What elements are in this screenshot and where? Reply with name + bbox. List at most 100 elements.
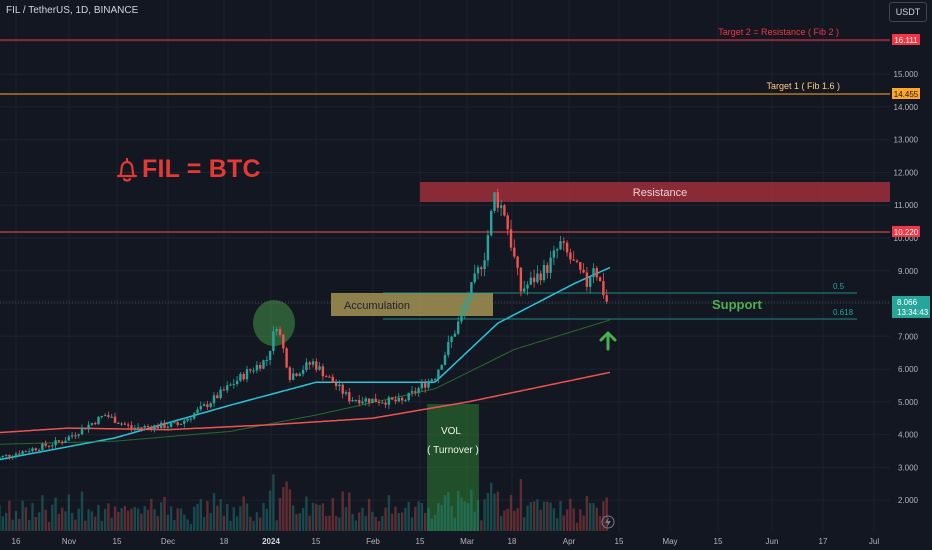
accumulation-zone[interactable] bbox=[331, 293, 493, 316]
volume-bar bbox=[602, 501, 605, 531]
volume-bar bbox=[186, 519, 189, 531]
candle-body bbox=[133, 427, 136, 429]
candle-body bbox=[31, 448, 34, 452]
candle-body bbox=[305, 362, 308, 370]
candle-body bbox=[579, 262, 582, 270]
volume-bar bbox=[351, 513, 354, 531]
up-arrow-icon[interactable] bbox=[599, 331, 617, 351]
candle-body bbox=[11, 456, 14, 458]
candle-body bbox=[41, 443, 44, 450]
resistance-tag-text: 10.220 bbox=[894, 228, 919, 237]
vol-label: VOL bbox=[441, 426, 461, 437]
candle-body bbox=[410, 391, 414, 393]
volume-bar bbox=[440, 505, 443, 531]
bell-icon bbox=[116, 157, 138, 182]
candle-body bbox=[523, 288, 526, 292]
volume-bar bbox=[166, 514, 169, 531]
volume-bar bbox=[160, 502, 163, 531]
ma-mid-line[interactable] bbox=[0, 319, 611, 445]
candle-body bbox=[64, 440, 67, 443]
ma-slow-line[interactable] bbox=[0, 371, 611, 434]
volume-highlight-zone[interactable] bbox=[427, 404, 479, 531]
volume-bar bbox=[47, 521, 51, 531]
x-tick-label: Apr bbox=[563, 537, 576, 546]
candle-body bbox=[282, 334, 285, 349]
candle-body bbox=[453, 333, 457, 337]
volume-bar bbox=[420, 502, 424, 531]
lightning-icon[interactable] bbox=[601, 515, 615, 529]
candle-body bbox=[232, 384, 235, 386]
volume-bar bbox=[400, 512, 404, 531]
volume-bar bbox=[374, 516, 377, 531]
candle-body bbox=[562, 241, 565, 243]
candle-body bbox=[381, 402, 384, 404]
volume-bar bbox=[509, 494, 513, 531]
candle-body bbox=[602, 281, 605, 296]
volume-bar bbox=[410, 517, 414, 531]
candle-body bbox=[519, 267, 523, 292]
candle-body bbox=[189, 418, 193, 420]
candle-body bbox=[483, 260, 486, 270]
volume-bar bbox=[391, 513, 394, 531]
resistance-zone[interactable] bbox=[420, 182, 890, 202]
volume-bar bbox=[113, 506, 117, 531]
volume-bar bbox=[466, 503, 470, 531]
volume-bar bbox=[11, 519, 14, 531]
candle-body bbox=[443, 354, 447, 366]
x-tick-label: 15 bbox=[615, 537, 624, 546]
volume-bar bbox=[397, 513, 400, 531]
volume-bar bbox=[496, 491, 499, 531]
volume-bar bbox=[292, 505, 295, 531]
x-tick-label: 16 bbox=[12, 537, 21, 546]
candle-body bbox=[199, 405, 202, 410]
candle-body bbox=[242, 373, 245, 380]
candle-body bbox=[480, 267, 483, 270]
volume-bar bbox=[24, 507, 28, 531]
candle-body bbox=[219, 389, 222, 399]
volume-bar bbox=[344, 507, 348, 531]
accumulation-zone-label: Accumulation bbox=[344, 300, 410, 312]
x-tick-label: 2024 bbox=[262, 537, 280, 546]
volume-bar bbox=[285, 481, 288, 531]
time-axis[interactable]: 16 Nov 15 Dec 18 2024 15 Feb 15 Mar 18 Apr 15 May 15 Ju… bbox=[12, 537, 880, 546]
volume-bar bbox=[476, 500, 480, 531]
candle-body bbox=[460, 311, 463, 322]
x-tick-label: Dec bbox=[161, 537, 175, 546]
volume-bar bbox=[51, 504, 54, 531]
candle-body bbox=[559, 241, 562, 250]
ma-fast-line[interactable] bbox=[0, 266, 611, 461]
candle-body bbox=[216, 395, 219, 399]
volume-bar bbox=[130, 508, 133, 531]
volume-bar bbox=[245, 503, 249, 531]
x-tick-label: 15 bbox=[113, 537, 122, 546]
volume-bar bbox=[305, 496, 308, 531]
x-tick-label: Jun bbox=[766, 537, 779, 546]
price-axis[interactable]: 16.00015.00014.00013.00012.00011.00010.0… bbox=[894, 37, 919, 505]
volume-bar bbox=[169, 506, 173, 531]
volume-bar bbox=[358, 512, 361, 531]
candle-body bbox=[249, 369, 252, 371]
candle-body bbox=[463, 305, 466, 312]
x-tick-label: 18 bbox=[508, 537, 517, 546]
currency-button[interactable]: USDT bbox=[889, 2, 927, 22]
volume-bar bbox=[80, 491, 84, 531]
candle-body bbox=[103, 415, 107, 417]
candle-body bbox=[97, 416, 100, 425]
volume-bar bbox=[272, 474, 275, 531]
candle-body bbox=[87, 424, 90, 430]
zones: Resistance Accumulation VOL ( Turnover ) bbox=[253, 182, 890, 531]
volume-bar bbox=[579, 509, 582, 531]
volume-bar bbox=[54, 497, 57, 531]
volume-bar bbox=[193, 506, 196, 531]
candle-body bbox=[328, 376, 331, 378]
candle-body bbox=[556, 249, 559, 251]
volume-bar bbox=[427, 508, 430, 531]
breakout-circle[interactable] bbox=[253, 300, 295, 346]
volume-bar bbox=[331, 497, 334, 531]
candle-body bbox=[235, 380, 239, 385]
candle-body bbox=[493, 192, 496, 211]
candle-body bbox=[384, 402, 387, 405]
candle-body bbox=[107, 415, 110, 417]
candle-body bbox=[140, 427, 143, 429]
